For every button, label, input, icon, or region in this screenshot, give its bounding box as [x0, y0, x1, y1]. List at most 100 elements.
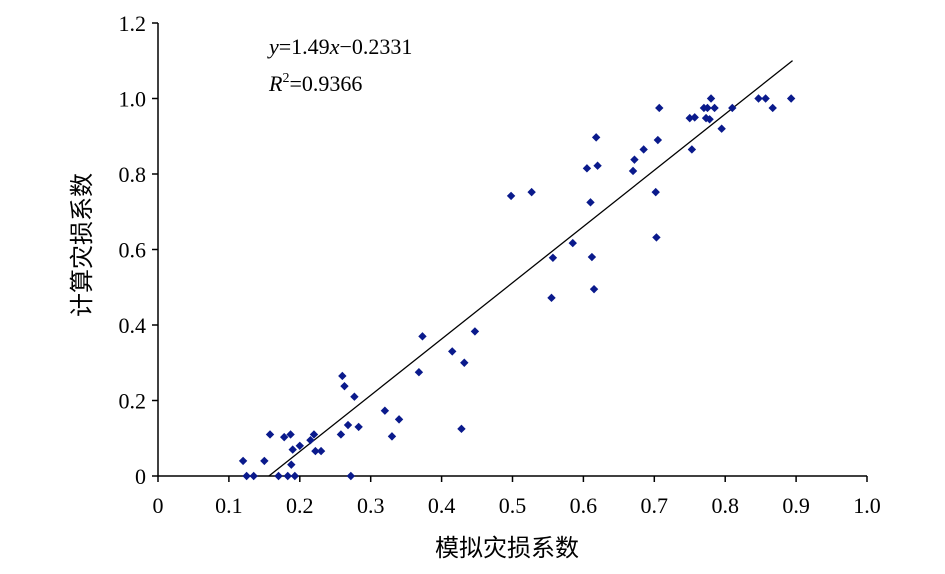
data-point [418, 332, 427, 341]
data-point [287, 460, 296, 469]
data-point [470, 327, 480, 336]
data-point [414, 367, 424, 377]
data-point [651, 187, 660, 197]
data-point [717, 124, 726, 133]
data-point [394, 415, 404, 424]
data-point [336, 430, 346, 439]
y-tick-label: 0 [135, 464, 146, 489]
y-tick-label: 0.4 [119, 313, 147, 338]
x-tick-label: 0 [153, 493, 164, 518]
data-point [710, 103, 719, 113]
data-point [380, 406, 390, 415]
data-point [706, 94, 716, 103]
data-point [705, 115, 714, 124]
data-point [274, 471, 283, 481]
regression-equation: y=1.49x−0.2331 [267, 34, 412, 59]
y-tick-label: 1.0 [119, 87, 147, 112]
data-points [238, 94, 796, 481]
data-point [460, 358, 469, 367]
data-point [547, 293, 556, 303]
x-tick-label: 0.8 [711, 493, 739, 518]
x-tick-label: 0.3 [357, 493, 385, 518]
x-ticks: 0 0.1 0.2 0.3 0.4 0.5 0.6 0.7 0.8 0.9 1.0 [153, 476, 881, 518]
data-point [350, 392, 359, 401]
x-tick-label: 0.4 [428, 493, 456, 518]
data-point [639, 145, 648, 154]
data-point [655, 103, 664, 113]
data-point [630, 155, 639, 164]
data-point [687, 145, 697, 154]
data-point [340, 381, 349, 391]
equation-y-var: y [267, 34, 279, 59]
data-point [728, 103, 737, 113]
y-tick-label: 1.2 [119, 11, 147, 36]
data-point [338, 371, 347, 381]
data-point [685, 113, 694, 123]
equation-x-var: x [329, 34, 340, 59]
data-point [628, 166, 638, 176]
data-point [306, 435, 315, 445]
data-point [249, 471, 258, 481]
data-point [260, 456, 269, 466]
data-point [290, 471, 300, 481]
data-point [286, 430, 295, 439]
x-tick-label: 0.1 [215, 493, 243, 518]
data-point [238, 456, 248, 466]
x-tick-label: 1.0 [853, 493, 881, 518]
data-point [568, 238, 577, 248]
x-tick-label: 0.2 [286, 493, 314, 518]
equation-intercept: −0.2331 [339, 34, 412, 59]
data-point [652, 233, 661, 242]
data-point [283, 471, 292, 481]
data-point [593, 161, 602, 170]
data-point [703, 103, 712, 113]
data-point [591, 133, 601, 142]
data-point [548, 253, 558, 263]
data-point [346, 471, 356, 481]
data-point [690, 113, 699, 122]
data-point [768, 103, 777, 113]
data-point [586, 198, 595, 207]
data-point [448, 347, 457, 356]
x-tick-label: 0.9 [782, 493, 810, 518]
data-point [653, 135, 663, 145]
equation-coef: =1.49 [279, 34, 330, 59]
data-point [761, 94, 770, 103]
data-point [754, 94, 763, 103]
y-tick-label: 0.8 [119, 162, 147, 187]
r-squared: R2=0.9366 [268, 71, 362, 96]
y-tick-label: 0.2 [119, 389, 147, 414]
data-point [786, 94, 796, 103]
data-point [343, 420, 353, 430]
data-point [506, 191, 516, 201]
data-point [280, 432, 289, 442]
data-point [589, 284, 599, 294]
r-squared-var: R [268, 71, 283, 96]
data-point [288, 445, 297, 454]
x-tick-label: 0.7 [641, 493, 669, 518]
x-axis-title: 模拟灾损系数 [435, 534, 579, 562]
trendline-group [268, 60, 793, 477]
data-point [265, 430, 275, 439]
data-point [311, 446, 320, 456]
data-point [309, 430, 319, 439]
data-point [582, 164, 592, 173]
y-ticks: 0 0.2 0.4 0.6 0.8 1.0 1.2 [119, 11, 158, 489]
y-tick-label: 0.6 [119, 238, 147, 263]
x-tick-label: 0.6 [570, 493, 598, 518]
data-point [354, 422, 363, 432]
data-point [387, 432, 397, 441]
y-axis-title: 计算灾损系数 [68, 173, 96, 317]
data-point [242, 471, 251, 481]
r-squared-sup: 2 [282, 71, 289, 86]
data-point [316, 446, 326, 456]
axes [157, 23, 867, 477]
data-point [527, 187, 536, 197]
data-point [457, 424, 466, 434]
data-point [587, 252, 597, 262]
x-tick-label: 0.5 [499, 493, 527, 518]
data-point [295, 441, 304, 450]
r-squared-value: =0.9366 [289, 71, 362, 96]
trendline [268, 60, 793, 477]
